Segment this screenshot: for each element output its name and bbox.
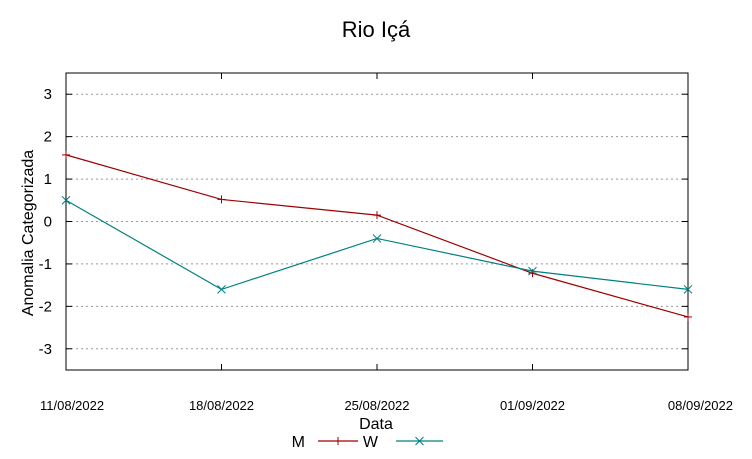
y-tick-label: 1 [44, 171, 52, 188]
y-axis-tick-labels: -3 -2 -1 0 1 2 3 [39, 86, 52, 358]
y-tick-label: 3 [44, 86, 52, 103]
data-point-marker [372, 234, 382, 243]
data-point-marker [373, 211, 381, 220]
x-tick-label: 25/08/2022 [344, 398, 409, 413]
marker-stroke [683, 285, 693, 294]
legend-label: W [363, 434, 379, 451]
x-tick-label: 11/08/2022 [40, 398, 104, 413]
y-axis-label: Anomalia Categorizada [20, 150, 37, 316]
x-axis-tick-labels: 11/08/2022 18/08/2022 25/08/2022 01/09/2022… [40, 398, 733, 413]
y-tick-label: -2 [39, 298, 52, 315]
chart-title: Rio Içá [342, 17, 411, 42]
x-tick-label: 01/09/2022 [500, 398, 565, 413]
marker-stroke [415, 436, 424, 446]
y-tick-label: 2 [44, 129, 52, 146]
marker-stroke [528, 266, 537, 276]
data-point-marker [683, 285, 693, 294]
legend-marker [415, 436, 424, 446]
x-axis-label: Data [359, 416, 393, 433]
x-tick-label: 08/09/2022 [668, 398, 733, 413]
data-point-marker [217, 285, 226, 294]
y-tick-label: 0 [44, 214, 52, 231]
data-point-marker [217, 195, 226, 204]
marker-stroke [372, 234, 382, 243]
x-tick-label: 18/08/2022 [189, 398, 254, 413]
data-series [61, 150, 693, 321]
marker-stroke [61, 195, 71, 205]
data-point-marker [62, 150, 70, 159]
legend-label: M [292, 434, 305, 451]
legend-marker [334, 437, 342, 445]
data-point-marker [684, 312, 692, 321]
y-tick-label: -3 [39, 341, 52, 358]
axis-ticks [65, 73, 689, 370]
data-point-marker [61, 195, 71, 205]
marker-stroke [217, 285, 226, 294]
gridlines [66, 93, 688, 350]
y-tick-label: -1 [39, 256, 52, 273]
data-point-marker [528, 266, 537, 276]
